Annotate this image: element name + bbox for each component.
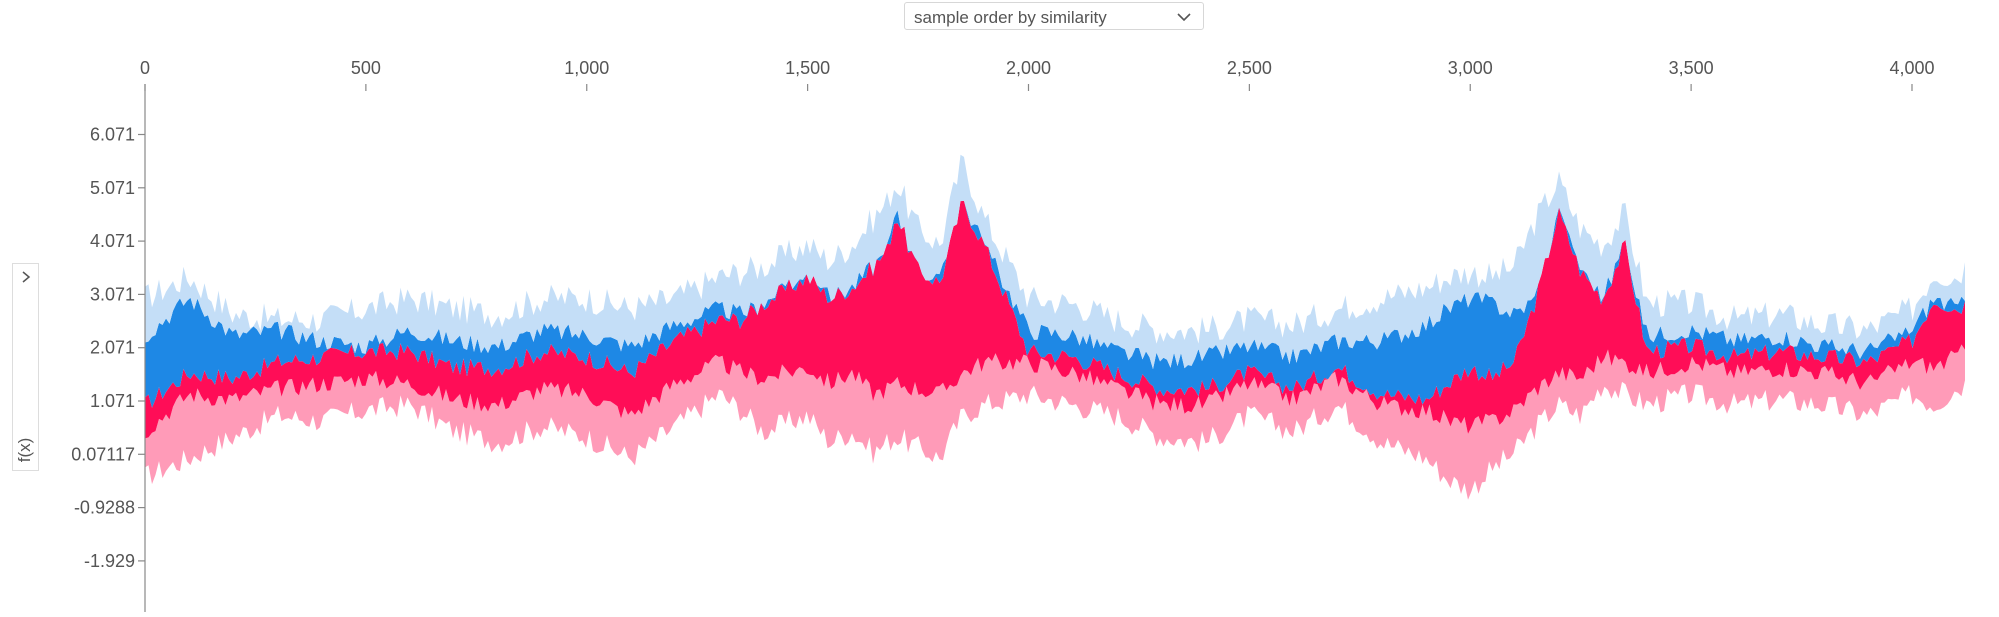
chevron-down-icon: [1177, 13, 1191, 22]
y-tick-label: 0.07117: [71, 444, 135, 464]
x-tick-label: 0: [140, 58, 150, 78]
y-tick-label: 5.071: [90, 178, 135, 198]
side-panel-toggle[interactable]: [12, 263, 39, 471]
y-tick-label: 4.071: [90, 231, 135, 251]
x-tick-label: 1,500: [785, 58, 830, 78]
sample-order-select-value: sample order by similarity: [914, 8, 1107, 27]
y-tick-label: 1.071: [90, 391, 135, 411]
y-tick-label: -1.929: [84, 551, 135, 571]
sample-order-select[interactable]: sample order by similarity: [904, 2, 1204, 30]
y-tick-label: -0.9288: [74, 498, 135, 518]
x-tick-label: 4,000: [1889, 58, 1934, 78]
x-tick-label: 3,000: [1448, 58, 1493, 78]
x-tick-label: 500: [351, 58, 381, 78]
negative-dark-band: [145, 200, 1965, 408]
y-tick-label: 3.071: [90, 284, 135, 304]
y-tick-label: 6.071: [90, 125, 135, 145]
x-tick-label: 2,500: [1227, 58, 1272, 78]
chevron-right-icon: [22, 271, 31, 283]
negative-light-band: [145, 154, 1965, 370]
stacked-areas: [145, 154, 1965, 500]
y-tick-label: 2.071: [90, 338, 135, 358]
x-tick-label: 2,000: [1006, 58, 1051, 78]
positive-dark-band: [145, 200, 1965, 439]
x-tick-label: 1,000: [564, 58, 609, 78]
positive-light-band: [145, 344, 1965, 500]
axes: 0 500 1,000 1,500 2,000 2,500 3,000 3,500 4,000 6…: [71, 58, 1935, 612]
x-tick-label: 3,500: [1669, 58, 1714, 78]
